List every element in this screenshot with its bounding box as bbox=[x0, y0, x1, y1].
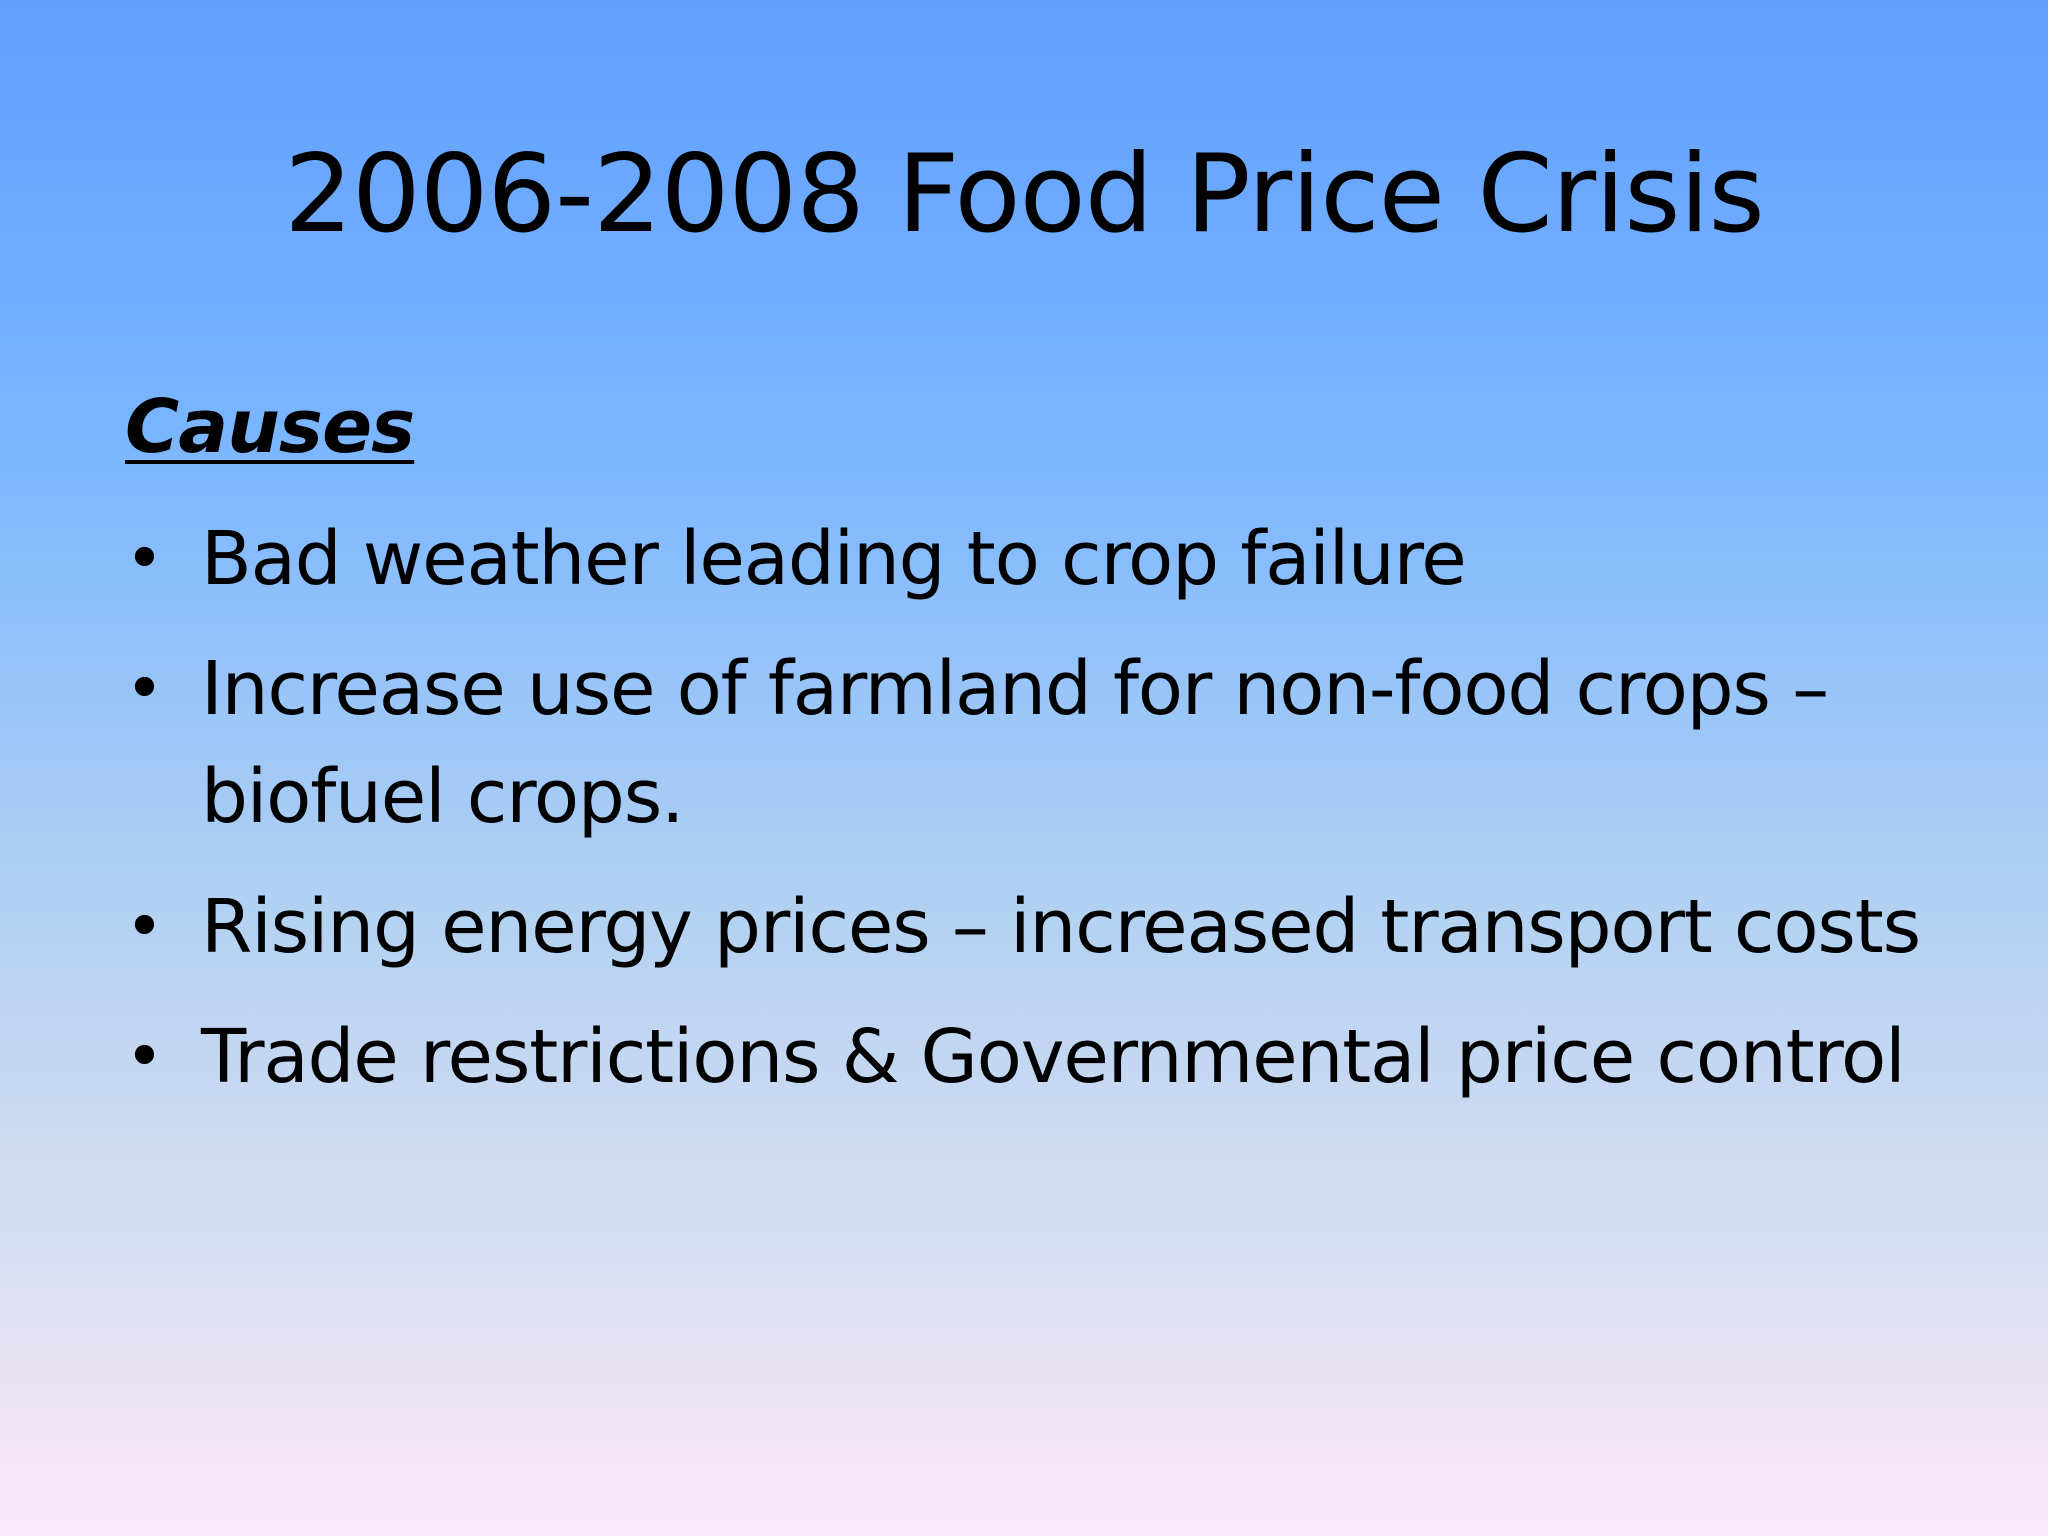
bullet-text: Rising energy prices – increased transpo… bbox=[201, 884, 1921, 970]
section-heading: Causes bbox=[125, 384, 415, 470]
bullet-dot-icon: • bbox=[125, 888, 164, 965]
bullet-item: • Trade restrictions & Governmental pric… bbox=[125, 1003, 1985, 1111]
bullet-text: Trade restrictions & Governmental price … bbox=[201, 1014, 1906, 1100]
bullet-dot-icon: • bbox=[125, 650, 164, 727]
bullet-list: • Bad weather leading to crop failure • … bbox=[125, 505, 1985, 1133]
bullet-dot-icon: • bbox=[125, 520, 164, 597]
slide-title: 2006-2008 Food Price Crisis bbox=[284, 132, 1764, 257]
bullet-item: • Increase use of farmland for non-food … bbox=[125, 635, 1985, 851]
bullet-item: • Rising energy prices – increased trans… bbox=[125, 873, 1985, 981]
bullet-text: Bad weather leading to crop failure bbox=[201, 516, 1467, 602]
bullet-dot-icon: • bbox=[125, 1018, 164, 1095]
bullet-item: • Bad weather leading to crop failure bbox=[125, 505, 1985, 613]
bullet-text: Increase use of farmland for non-food cr… bbox=[201, 646, 1829, 840]
